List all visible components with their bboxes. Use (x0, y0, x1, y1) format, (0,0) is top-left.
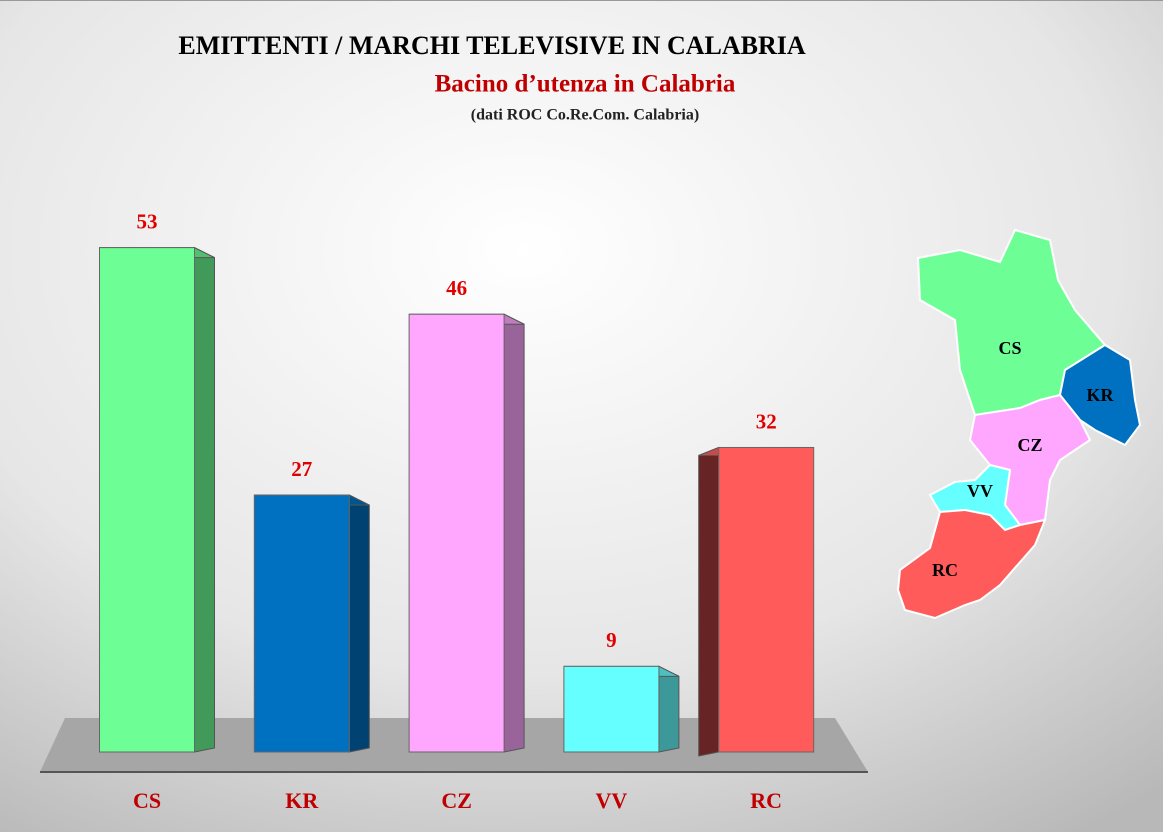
map-region (896, 508, 1047, 620)
map-label: KR (1087, 385, 1115, 405)
data-label: 53 (137, 209, 158, 233)
chart-note: (dati ROC Co.Re.Com. Calabria) (471, 107, 699, 124)
data-label: 27 (291, 457, 312, 481)
chart-subtitle: Bacino d’utenza in Calabria (435, 71, 736, 98)
map-label: VV (967, 481, 993, 501)
bar (253, 494, 350, 753)
map-label: CS (998, 338, 1021, 358)
map-label: CZ (1017, 435, 1042, 455)
data-label: 32 (756, 409, 777, 433)
map (896, 228, 1142, 620)
bar-side (348, 494, 370, 753)
bar-side (194, 246, 215, 753)
bar (718, 446, 815, 753)
x-tick-label: CZ (441, 788, 472, 813)
x-tick-label: KR (285, 788, 319, 813)
bar (563, 665, 660, 753)
x-tick-label: VV (596, 788, 628, 813)
x-tick-label: CS (133, 788, 161, 813)
bar (408, 313, 505, 753)
x-tick-label: RC (750, 788, 782, 813)
data-label: 46 (446, 276, 467, 300)
map-label: RC (932, 560, 958, 580)
data-label: 9 (606, 628, 617, 652)
bar-side (503, 313, 525, 753)
bar-side (698, 446, 720, 757)
chart-title: EMITTENTI / MARCHI TELEVISIVE IN CALABRI… (178, 31, 805, 60)
bar (99, 247, 195, 753)
bar-side (658, 665, 680, 753)
